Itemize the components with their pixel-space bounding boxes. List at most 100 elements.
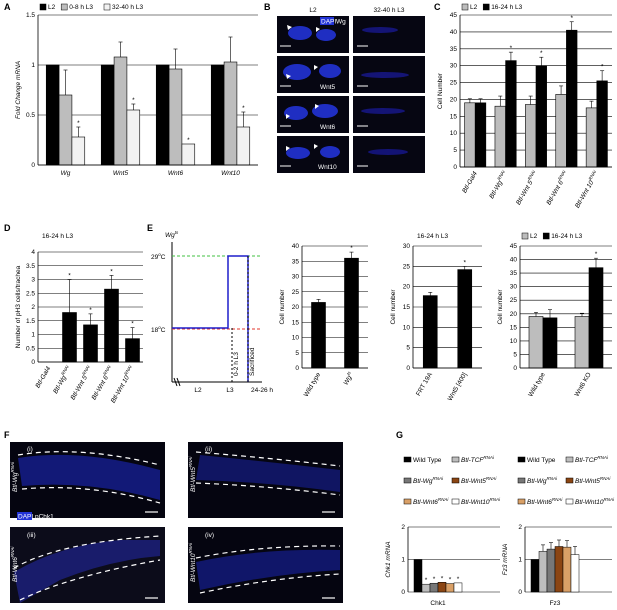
y-tick-label: 35 bbox=[450, 46, 458, 53]
y-tick-label: 1.5 bbox=[26, 12, 35, 19]
y-axis-label: Chk1 mRNA bbox=[385, 541, 392, 577]
y-tick-label: 2 bbox=[518, 524, 522, 531]
bar bbox=[453, 582, 463, 593]
bar bbox=[344, 257, 359, 369]
legend-swatch bbox=[565, 477, 574, 484]
y-tick-label: 40 bbox=[510, 257, 518, 264]
panel-letter-e: E bbox=[147, 223, 153, 233]
x-tick-label: Wnt5 bbox=[113, 170, 129, 177]
bar bbox=[542, 317, 558, 369]
y-axis-label: Fold Change mRNA bbox=[15, 61, 22, 119]
temp-low-label: 18oC bbox=[151, 325, 166, 334]
bar bbox=[457, 269, 473, 369]
bar bbox=[71, 136, 86, 166]
bar bbox=[210, 64, 225, 166]
y-tick-label: 2 bbox=[31, 304, 35, 311]
legend-label: Btl-Wnt5RNAi bbox=[461, 476, 497, 485]
micrograph-f-ii-id: (ii) bbox=[205, 446, 212, 453]
chart-e3: 0 5 10 15 20 25 30 35 40 45 Cell number Wild type * W… bbox=[497, 232, 612, 398]
y-tick-label: 0 bbox=[406, 365, 410, 372]
y-tick-label: 20 bbox=[450, 96, 458, 103]
y-tick-label: 1 bbox=[31, 62, 35, 69]
y-axis-label: Cell Number bbox=[437, 72, 444, 109]
significance-star: * bbox=[570, 15, 573, 22]
x-axis-label: Chk1 bbox=[430, 600, 446, 607]
bar bbox=[100, 64, 115, 166]
y-tick-label: 10 bbox=[510, 338, 518, 345]
significance-star: * bbox=[187, 137, 190, 144]
y-tick-label: 20 bbox=[510, 311, 518, 318]
chart-title: 16-24 h L3 bbox=[42, 233, 73, 240]
y-tick-label: 5 bbox=[453, 147, 457, 154]
y-tick-label: 35 bbox=[510, 270, 518, 277]
bar bbox=[546, 548, 556, 593]
significance-star: * bbox=[68, 273, 71, 280]
chart-e1: 0 5 10 15 20 25 30 35 40 Cell number Wild type * Wgt… bbox=[279, 243, 368, 398]
dapi-label: DAPI bbox=[321, 19, 336, 26]
chart-g1: 0 1 2 Chk1 mRNA * * * * * Chk1 Wild Type Btl-TCFRNA… bbox=[385, 455, 501, 607]
x-tick-label: Wnt6 KO bbox=[573, 372, 592, 398]
bar bbox=[505, 60, 517, 168]
y-tick-label: 45 bbox=[450, 12, 458, 19]
legend-label: Btl-Wnt10RNAi bbox=[575, 497, 615, 506]
x-tick-label: Wild type bbox=[303, 371, 323, 398]
legend-swatch bbox=[403, 477, 412, 484]
x-tick-label: Btl-Wnt 6RNAi bbox=[544, 169, 571, 207]
y-tick-label: 20 bbox=[292, 304, 300, 311]
bar bbox=[494, 105, 506, 168]
legend-swatch bbox=[451, 498, 460, 505]
x-tick-label: Btl-Gal4 bbox=[34, 365, 52, 389]
micrograph-f-i-genotype: Btl-WgRNAi bbox=[10, 461, 19, 492]
y-tick-label: 4 bbox=[31, 249, 35, 256]
bar bbox=[445, 583, 455, 593]
y-tick-label: 0 bbox=[401, 589, 405, 596]
micrograph-l3-wg bbox=[353, 16, 425, 53]
bar bbox=[437, 582, 447, 593]
y-axis-label: Cell number bbox=[279, 289, 286, 325]
y-tick-label: 30 bbox=[292, 274, 300, 281]
y-tick-label: 5 bbox=[513, 351, 517, 358]
significance-star: * bbox=[457, 576, 460, 583]
legend-swatch bbox=[565, 456, 574, 463]
bar bbox=[588, 267, 604, 369]
significance-star: * bbox=[510, 45, 513, 52]
chart-e2: 0 5 10 15 20 25 30 Cell number 16-24 h L3 FRT 19A… bbox=[390, 233, 482, 402]
bar bbox=[562, 546, 572, 593]
legend-label: Btl-Wnt6RNAi bbox=[527, 497, 563, 506]
y-axis-label: Number of pH3 cells/trachea bbox=[15, 265, 22, 348]
y-tick-label: 25 bbox=[403, 263, 411, 270]
schematic-title: Wgts bbox=[165, 230, 179, 239]
y-tick-label: 2.5 bbox=[26, 290, 35, 297]
micrograph-label-wnt5: Wnt5 bbox=[320, 84, 336, 91]
chart-layer: 0 0.5 1 1.5 Fold Change mRNA * Wg * Wnt5 * Wnt6 * Wn… bbox=[15, 3, 615, 607]
y-tick-label: 0 bbox=[31, 162, 35, 169]
y-tick-label: 30 bbox=[403, 243, 411, 250]
significance-star: * bbox=[601, 64, 604, 71]
y-tick-label: 15 bbox=[510, 324, 518, 331]
legend-label: Btl-Wnt10RNAi bbox=[461, 497, 501, 506]
bar bbox=[422, 295, 438, 369]
bar bbox=[538, 551, 548, 593]
micrograph-l3-wnt6 bbox=[353, 96, 425, 133]
bar bbox=[83, 324, 98, 363]
bar bbox=[45, 64, 60, 166]
y-tick-label: 15 bbox=[450, 113, 458, 120]
legend-label: 16-24 h L3 bbox=[551, 233, 582, 240]
legend-swatch bbox=[39, 3, 47, 11]
bar bbox=[555, 94, 567, 168]
panel-letter-c: C bbox=[434, 2, 441, 12]
micrograph-f-iii-id: (iii) bbox=[27, 532, 36, 539]
y-tick-label: 0.5 bbox=[26, 345, 35, 352]
bar bbox=[236, 126, 251, 166]
chart-title: 16-24 h L3 bbox=[417, 233, 448, 240]
legend-swatch bbox=[403, 456, 412, 463]
y-tick-label: 5 bbox=[406, 345, 410, 352]
bar bbox=[566, 29, 578, 168]
micrograph-f-iii-genotype: Btl-Wnt6RNAi bbox=[10, 546, 19, 582]
y-tick-label: 2 bbox=[401, 524, 405, 531]
x-tick-label: Wnt6 bbox=[168, 170, 184, 177]
bar bbox=[58, 94, 73, 166]
bar bbox=[168, 68, 183, 166]
y-tick-label: 1 bbox=[518, 557, 522, 564]
schematic-x-l2: L2 bbox=[194, 387, 202, 394]
